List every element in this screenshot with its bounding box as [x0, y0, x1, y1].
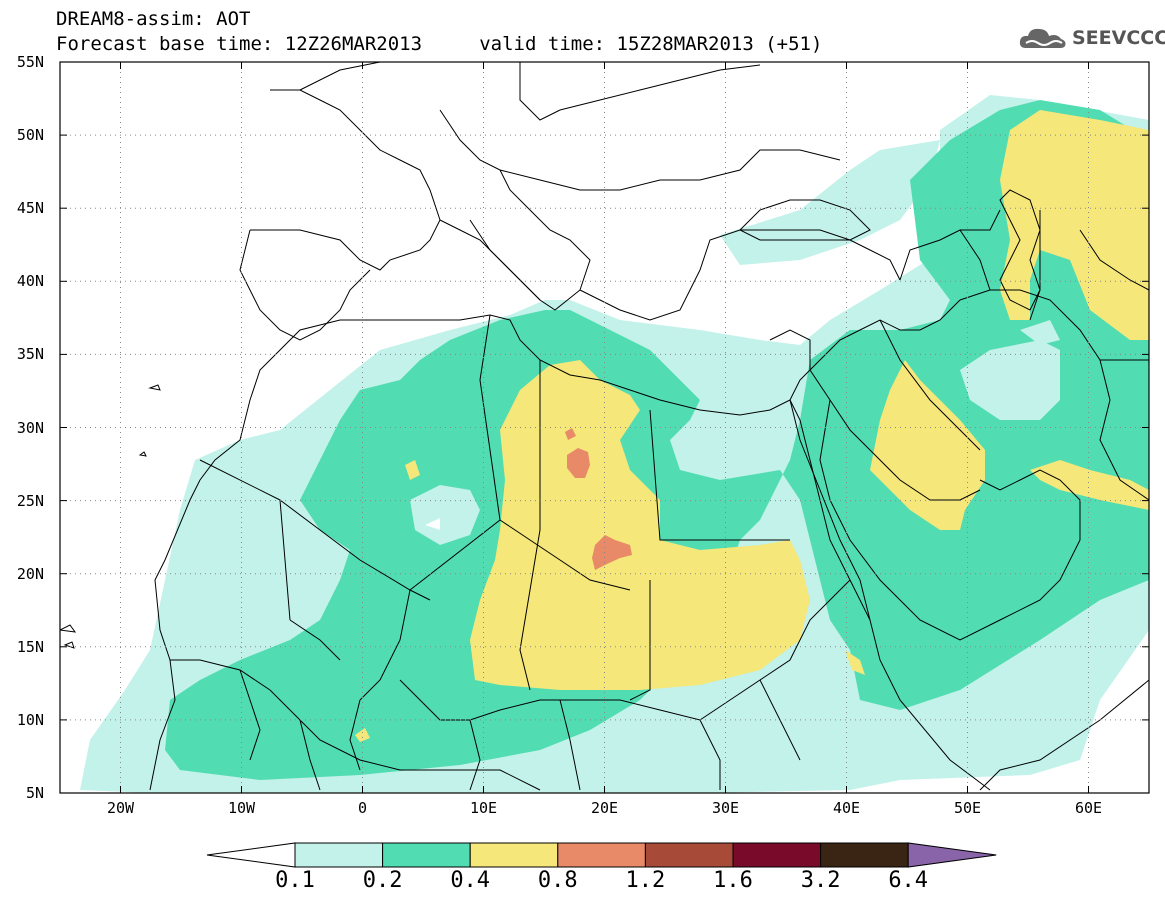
lon-label: 50E	[953, 799, 982, 817]
colorbar-label: 0.4	[450, 868, 491, 893]
cloud-icon	[1019, 28, 1066, 48]
colorbar-label: 6.4	[888, 868, 929, 893]
lat-label: 10N	[16, 710, 44, 729]
aot-contours	[80, 95, 1149, 793]
lon-label: 60E	[1074, 799, 1103, 817]
lon-label: 10E	[469, 799, 498, 817]
colorbar-label: 0.8	[537, 868, 578, 893]
colorbar-segment	[382, 842, 471, 868]
lat-label: 30N	[16, 418, 44, 437]
lat-label: 35N	[16, 345, 44, 364]
colorbar-under-triangle	[206, 842, 296, 868]
aot-contour-0.2	[165, 100, 1149, 780]
colorbar-label: 3.2	[800, 868, 841, 893]
colorbar-label: 1.2	[625, 868, 666, 893]
lat-label: 15N	[16, 637, 44, 656]
lon-label: 20E	[590, 799, 619, 817]
colorbar-label: 1.6	[713, 868, 753, 893]
country-borders	[60, 62, 1149, 791]
lat-label: 50N	[16, 126, 44, 145]
lat-label: 25N	[16, 491, 44, 510]
lon-label: 0	[357, 799, 368, 817]
colorbar-segment	[557, 842, 646, 868]
lat-label: 5N	[25, 784, 44, 802]
map-title: DREAM8-assim: AOT	[56, 8, 251, 30]
colorbar-segment	[294, 842, 384, 868]
colorbar-segment	[644, 842, 734, 868]
lat-label: 55N	[16, 53, 44, 71]
lat-label: 45N	[16, 199, 44, 218]
lat-label: 20N	[16, 564, 44, 583]
colorbar-label: 0.1	[275, 868, 315, 893]
colorbar-segment	[820, 842, 909, 868]
forecast-time-line: Forecast base time: 12Z26MAR2013 valid t…	[56, 33, 823, 55]
seevccc-logo: SEEVCCC	[1018, 24, 1165, 52]
lon-label: 40E	[832, 799, 861, 817]
lon-label: 10W	[227, 799, 256, 817]
lat-label: 40N	[16, 272, 44, 291]
logo-text: SEEVCCC	[1072, 27, 1165, 49]
colorbar-over-triangle	[907, 842, 997, 868]
colorbar-segment	[469, 842, 559, 868]
lat-lon-grid	[60, 62, 1149, 793]
lon-label: 20W	[106, 799, 135, 817]
lon-label: 30E	[711, 799, 740, 817]
colorbar-segment	[732, 842, 822, 868]
colorbar-label: 0.2	[362, 868, 403, 893]
aot-contour-0.8	[567, 448, 590, 478]
colorbar	[206, 842, 997, 868]
